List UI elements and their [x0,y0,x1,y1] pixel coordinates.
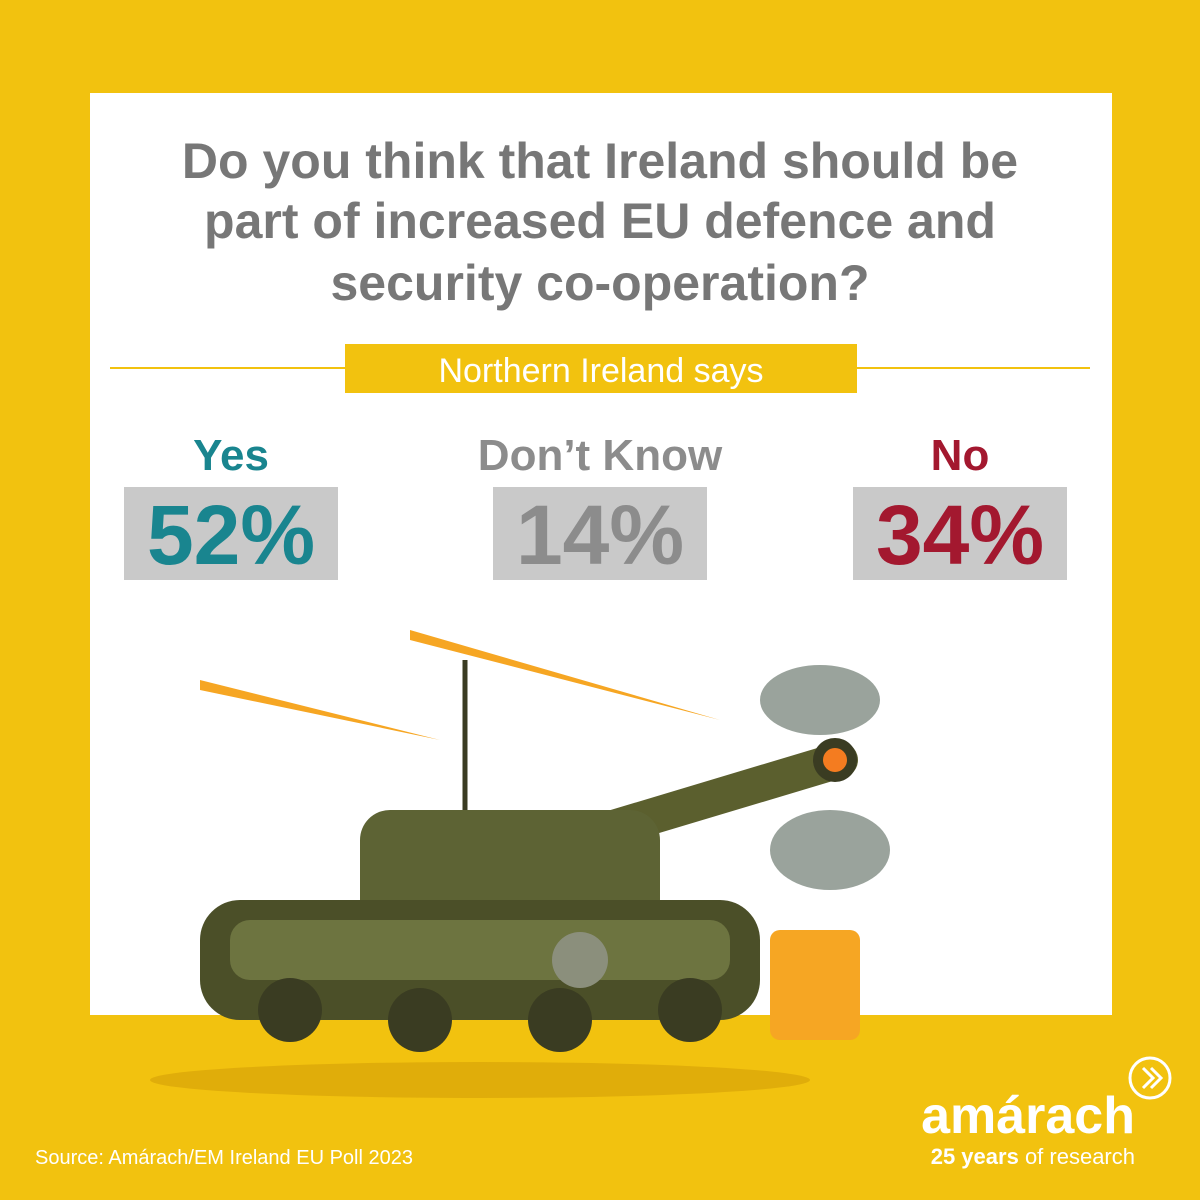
title-line: security co-operation? [331,255,870,311]
value-box [493,487,707,580]
brand: amárach [921,1087,1135,1145]
banner-text: Northern Ireland says [438,352,763,390]
answer-label: Don’t Know [478,431,723,480]
answer-value: 34% [876,488,1044,582]
logo-arrows [1141,1066,1164,1090]
tank-illustration [150,630,890,1098]
value-box [853,487,1067,580]
value-box [124,487,338,580]
answer-value: 14% [516,488,684,582]
tagline-bold: 25 years [931,1144,1019,1169]
source: Source: Amárach/EM Ireland EU Poll 2023 [35,1147,413,1169]
answer-label: No [931,431,990,480]
answer-value: 52% [147,488,315,582]
tagline: 25 years of research [931,1144,1135,1169]
title-line: part of increased EU defence and [204,193,996,249]
title-line: Do you think that Ireland should be [182,133,1018,189]
banner [345,344,857,393]
answer-label: Yes [193,431,269,480]
logo-icon [1128,1056,1172,1100]
tagline-rest: of research [1025,1144,1135,1169]
